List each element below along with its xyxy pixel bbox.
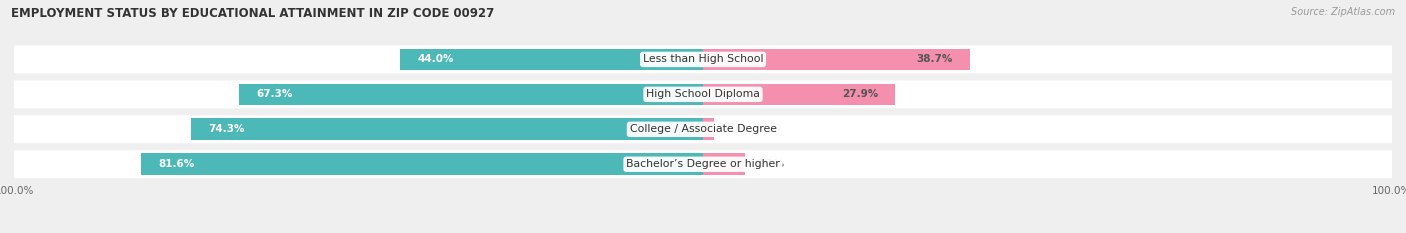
FancyBboxPatch shape <box>7 114 1399 144</box>
Text: 27.9%: 27.9% <box>842 89 877 99</box>
Text: Less than High School: Less than High School <box>643 55 763 64</box>
Bar <box>703 118 714 140</box>
Text: 38.7%: 38.7% <box>917 55 952 64</box>
Legend: In Labor Force, Unemployed: In Labor Force, Unemployed <box>612 231 794 233</box>
Bar <box>703 84 896 105</box>
Bar <box>141 154 703 175</box>
Text: 67.3%: 67.3% <box>256 89 292 99</box>
Text: High School Diploma: High School Diploma <box>647 89 759 99</box>
Text: College / Associate Degree: College / Associate Degree <box>630 124 776 134</box>
Bar <box>239 84 703 105</box>
Bar <box>703 154 745 175</box>
FancyBboxPatch shape <box>7 44 1399 75</box>
FancyBboxPatch shape <box>7 79 1399 110</box>
Bar <box>191 118 703 140</box>
FancyBboxPatch shape <box>7 149 1399 179</box>
Text: 1.6%: 1.6% <box>724 124 754 134</box>
Bar <box>399 49 703 70</box>
Text: 81.6%: 81.6% <box>157 159 194 169</box>
Text: EMPLOYMENT STATUS BY EDUCATIONAL ATTAINMENT IN ZIP CODE 00927: EMPLOYMENT STATUS BY EDUCATIONAL ATTAINM… <box>11 7 495 20</box>
Text: 6.1%: 6.1% <box>755 159 785 169</box>
Text: Source: ZipAtlas.com: Source: ZipAtlas.com <box>1291 7 1395 17</box>
Text: 44.0%: 44.0% <box>418 55 454 64</box>
Text: Bachelor’s Degree or higher: Bachelor’s Degree or higher <box>626 159 780 169</box>
Bar <box>703 49 970 70</box>
Text: 74.3%: 74.3% <box>208 124 245 134</box>
